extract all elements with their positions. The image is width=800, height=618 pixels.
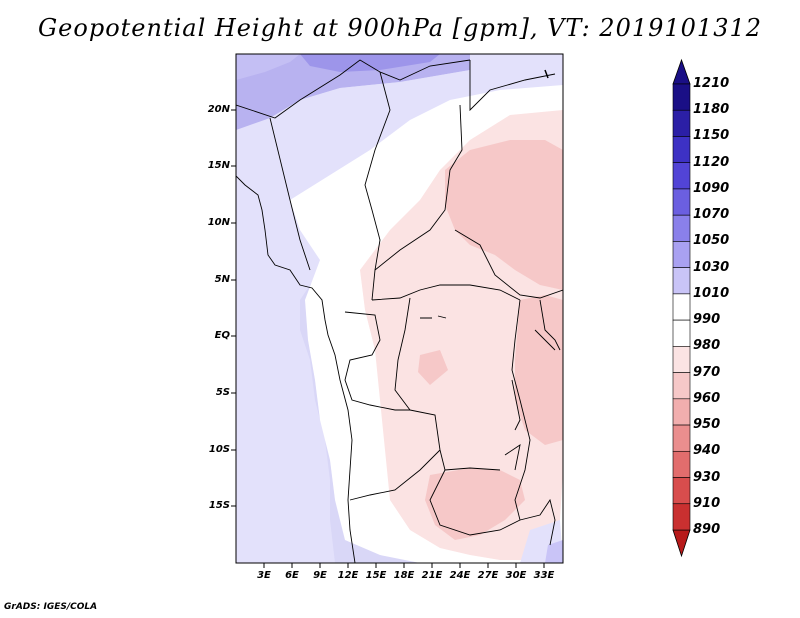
lat-label: 10N: [207, 217, 230, 228]
colorbar-label: 950: [693, 417, 721, 433]
colorbar-cell: [672, 162, 691, 190]
colorbar-label: 930: [693, 469, 721, 485]
lat-label: 15N: [207, 160, 230, 171]
colorbar-label: 940: [693, 443, 721, 459]
colorbar-label: 970: [693, 364, 721, 380]
lon-label: 24E: [449, 570, 471, 581]
colorbar-label: 1050: [693, 233, 730, 249]
colorbar-label: 1030: [693, 259, 730, 275]
colorbar-cell: [672, 109, 691, 137]
colorbar-cell: [672, 450, 691, 478]
lat-label: 20N: [207, 104, 230, 115]
colorbar-cell: [672, 372, 691, 400]
colorbar-bottom-arrow: [672, 529, 691, 558]
lon-label: 33E: [533, 570, 555, 581]
colorbar-label: 1150: [693, 128, 730, 144]
map-title: Geopotential Height at 900hPa [gpm], VT:…: [38, 14, 762, 42]
colorbar-cell: [672, 241, 691, 268]
lon-label: 6E: [285, 570, 299, 581]
colorbar-cell: [672, 398, 691, 426]
colorbar-label: 990: [693, 312, 721, 328]
coastlines: [236, 59, 563, 563]
field-1050-1070: [300, 54, 440, 72]
colorbar-label: 910: [693, 495, 721, 511]
colorbar-label: 1210: [693, 76, 730, 91]
lon-label: 21E: [421, 570, 443, 581]
lon-label: 12E: [337, 570, 359, 581]
colorbar-cell: [672, 346, 691, 373]
lat-label: 5S: [215, 387, 230, 398]
colorbar-cell: [672, 477, 691, 505]
colorbar-label: 1090: [693, 180, 730, 196]
map-field: [236, 54, 563, 563]
colorbar-cell: [672, 293, 691, 321]
axis-ticks: [231, 109, 545, 568]
lon-label: 3E: [257, 570, 271, 581]
colorbar-cell: [672, 319, 691, 347]
colorbar-cell: [672, 214, 691, 242]
lat-label: 15S: [208, 500, 230, 511]
field-990-1010-blue: [236, 54, 563, 563]
lat-label: 10S: [208, 444, 230, 455]
colorbar-cell: [672, 136, 691, 164]
colorbar-top-arrow: [672, 58, 691, 85]
colorbar-cell: [672, 267, 691, 295]
colorbar-label: 1120: [693, 154, 730, 170]
lat-label: EQ: [214, 330, 230, 341]
lon-label: 15E: [365, 570, 387, 581]
footer-credit: GrADS: IGES/COLA: [4, 602, 98, 612]
colorbar-label: 980: [693, 338, 721, 354]
lat-label: 5N: [214, 274, 230, 285]
field-1030-1050: [236, 54, 470, 130]
colorbar-cell: [672, 83, 691, 111]
colorbar-cell: [672, 188, 691, 216]
field-970-south: [425, 468, 525, 540]
colorbar-label: 890: [693, 522, 721, 537]
colorbar-cell: [672, 503, 691, 531]
colorbar-label: 1180: [693, 102, 730, 118]
colorbar-label: 960: [693, 390, 721, 406]
field-970-east: [515, 295, 563, 445]
lon-label: 27E: [477, 570, 499, 581]
field-970-ne: [445, 140, 563, 290]
colorbar-cell: [672, 424, 691, 452]
lon-label: 9E: [313, 570, 327, 581]
lon-label: 30E: [505, 570, 527, 581]
map-frame: [235, 53, 564, 564]
colorbar-label: 1010: [693, 285, 730, 301]
lon-label: 18E: [393, 570, 415, 581]
colorbar-label: 1070: [693, 207, 730, 223]
west-africa-coast: [236, 175, 356, 563]
colorbar: [672, 83, 691, 531]
